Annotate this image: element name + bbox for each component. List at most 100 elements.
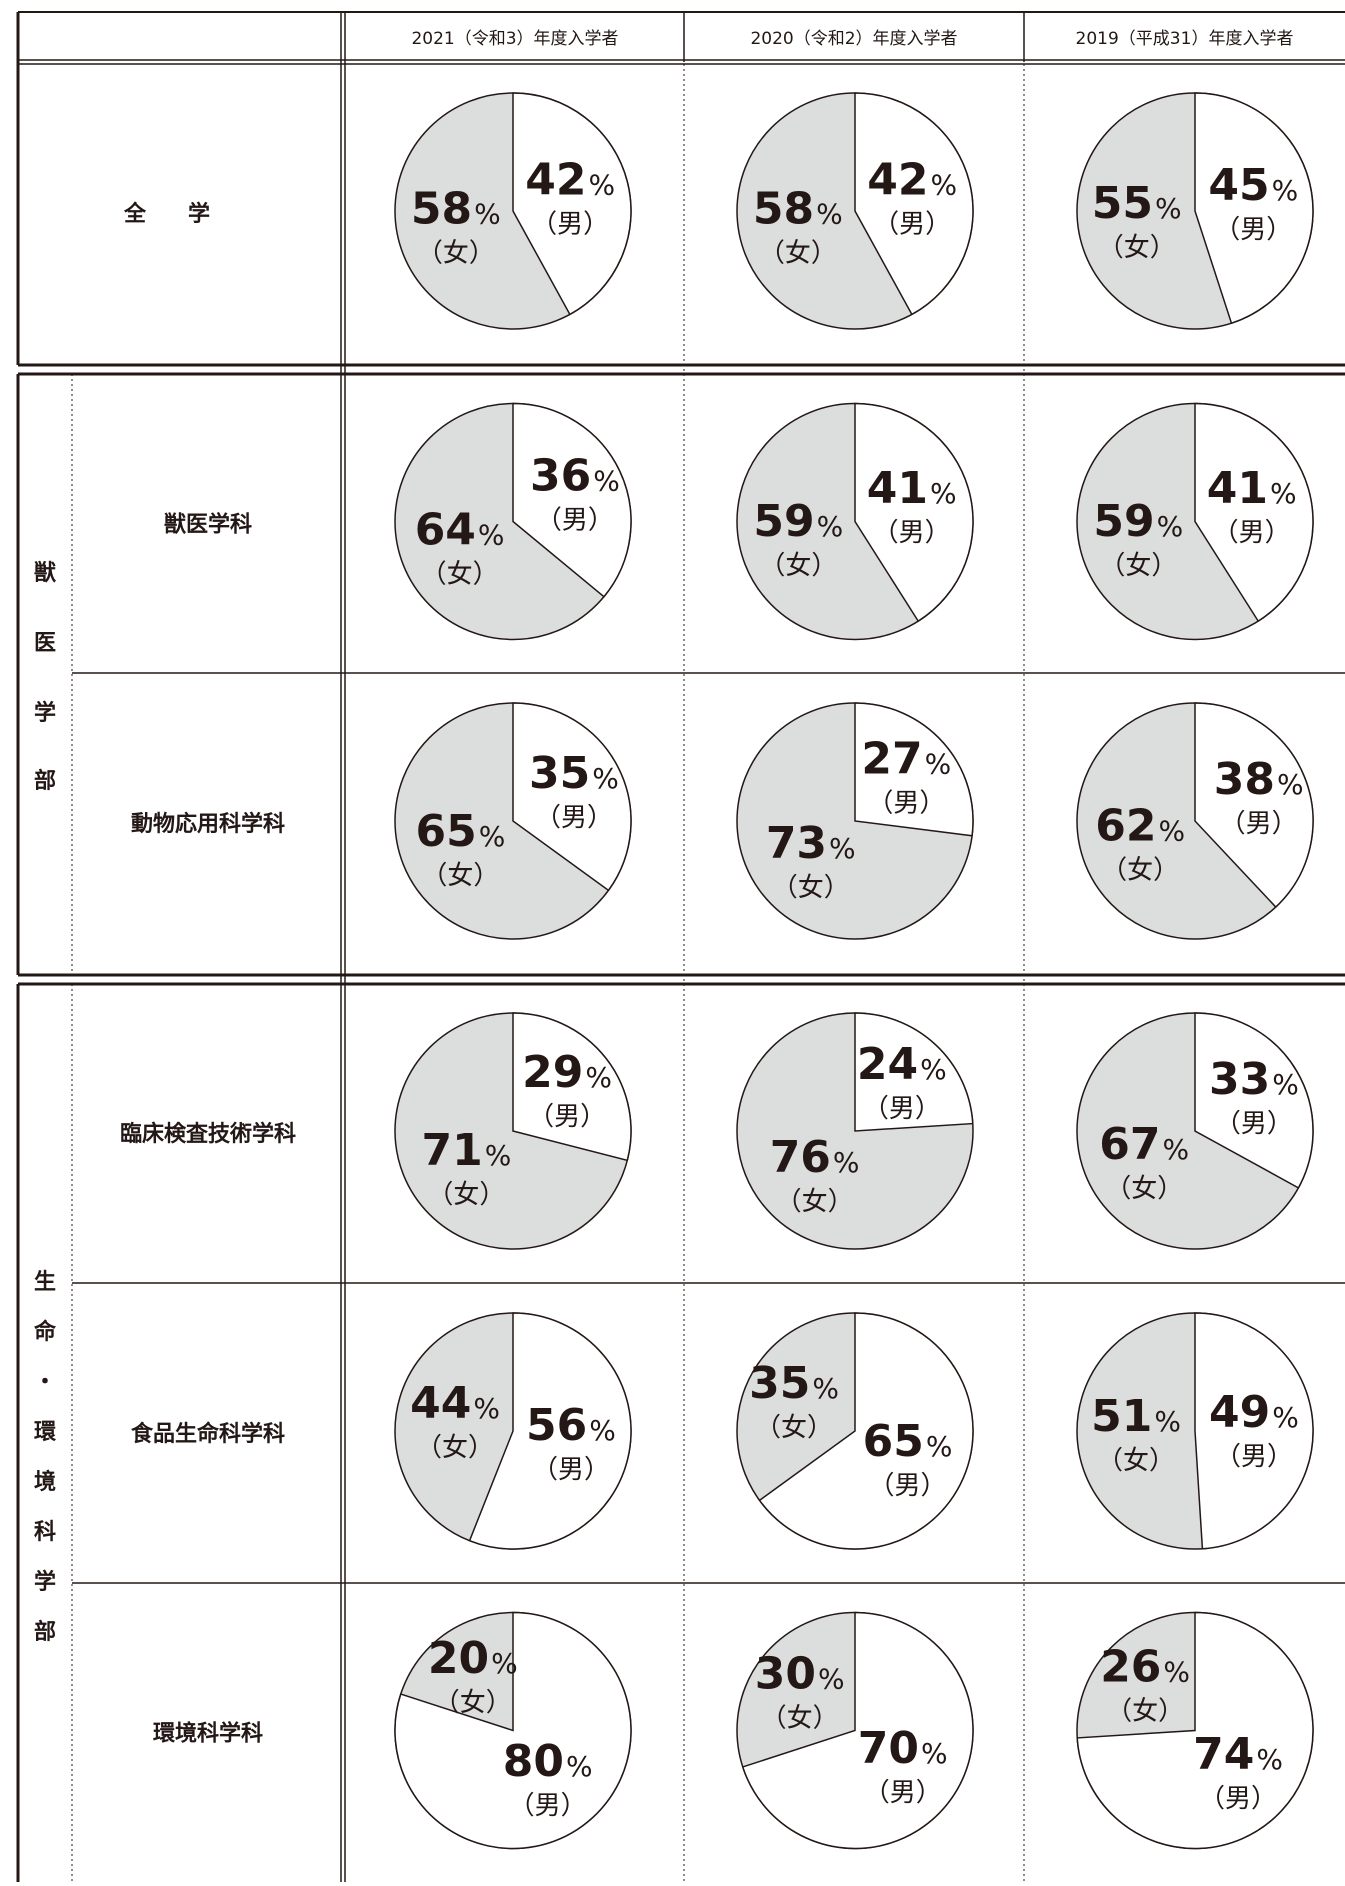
male-gender-label: （男） — [869, 1471, 947, 1501]
male-gender-label: （男） — [528, 1102, 606, 1132]
group-label-char: ・ — [34, 1370, 56, 1395]
female-percent-label: 44% — [410, 1378, 500, 1429]
male-gender-label: （男） — [1215, 1442, 1293, 1472]
department-name: 食品生命科学科 — [131, 1421, 285, 1447]
female-gender-label: （女） — [421, 861, 499, 891]
male-percent-label: 38% — [1214, 754, 1304, 805]
group-label-char: 境 — [34, 1469, 56, 1495]
department-name: 環境科学科 — [153, 1721, 263, 1747]
female-gender-label: （女） — [416, 1433, 494, 1463]
male-slice — [468, 1312, 632, 1550]
female-percent-label: 59% — [1093, 496, 1183, 547]
male-gender-label: （男） — [532, 1455, 610, 1485]
group-label-char: 学 — [34, 1569, 56, 1595]
female-percent-label: 55% — [1092, 178, 1182, 229]
female-gender-label: （女） — [776, 1187, 854, 1217]
male-gender-label: （男） — [1220, 809, 1298, 839]
female-percent-label: 64% — [415, 505, 505, 556]
male-percent-label: 49% — [1209, 1387, 1299, 1438]
male-slice — [512, 92, 632, 316]
year-header-1: 2021（令和3）年度入学者 — [411, 29, 618, 49]
pie-chart: 41% （男） 59% （女） — [1076, 402, 1314, 641]
pie-chart: 42% （男） 58% （女） — [736, 92, 974, 330]
department-name: 獣医学科 — [164, 512, 252, 538]
male-slice — [854, 402, 974, 623]
male-slice — [854, 92, 974, 316]
male-percent-label: 33% — [1209, 1054, 1299, 1105]
female-gender-label: （女） — [1106, 1697, 1184, 1727]
male-gender-label: （男） — [867, 789, 945, 819]
pie-chart: 41% （男） 59% （女） — [736, 402, 974, 641]
male-slice — [512, 402, 632, 598]
male-slice — [741, 1611, 974, 1850]
male-slice — [854, 702, 974, 837]
male-gender-label: （男） — [535, 803, 613, 833]
group-label-char: 医 — [34, 631, 56, 656]
female-gender-label: （女） — [1101, 856, 1179, 886]
female-percent-label: 65% — [416, 806, 506, 857]
group-label-char: 科 — [34, 1520, 56, 1545]
male-gender-label: （男） — [1213, 518, 1291, 548]
female-percent-label: 73% — [766, 818, 856, 869]
male-slice — [1194, 1012, 1314, 1189]
female-percent-label: 59% — [753, 496, 843, 547]
male-percent-label: 41% — [1207, 463, 1297, 514]
male-slice — [1194, 92, 1314, 325]
male-slice — [1194, 1312, 1314, 1550]
department-name: 動物応用科学科 — [131, 811, 285, 837]
female-gender-label: （女） — [427, 1180, 505, 1210]
department-name: 臨床検査技術学科 — [120, 1121, 296, 1147]
female-gender-label: （女） — [434, 1688, 512, 1718]
female-percent-label: 58% — [753, 184, 843, 235]
male-gender-label: （男） — [864, 1778, 942, 1808]
male-gender-label: （男） — [536, 505, 614, 535]
female-percent-label: 58% — [411, 184, 501, 235]
female-percent-label: 30% — [755, 1648, 845, 1699]
pie-chart: 27% （男） 73% （女） — [736, 702, 974, 940]
department-name: 全 学 — [123, 201, 220, 227]
male-slice — [394, 1611, 632, 1850]
male-gender-label: （男） — [1199, 1784, 1277, 1814]
female-percent-label: 26% — [1100, 1642, 1190, 1693]
male-percent-label: 65% — [863, 1416, 953, 1467]
group-label-char: 命 — [34, 1319, 57, 1345]
male-gender-label: （男） — [873, 209, 951, 239]
male-gender-label: （男） — [1214, 215, 1292, 245]
male-percent-label: 80% — [503, 1736, 593, 1787]
male-percent-label: 42% — [525, 154, 615, 205]
female-gender-label: （女） — [1097, 1446, 1175, 1476]
male-percent-label: 70% — [858, 1723, 948, 1774]
pie-chart: 65% （男） 35% （女） — [736, 1312, 974, 1550]
female-percent-label: 71% — [421, 1125, 511, 1176]
female-gender-label: （女） — [1105, 1174, 1183, 1204]
pie-chart: 35% （男） 65% （女） — [394, 702, 632, 940]
pie-chart: 49% （男） 51% （女） — [1076, 1312, 1314, 1550]
group-label-char: 生 — [34, 1270, 56, 1295]
female-gender-label: （女） — [761, 1703, 839, 1733]
year-header-3: 2019（平成31）年度入学者 — [1076, 29, 1294, 49]
female-gender-label: （女） — [421, 560, 499, 590]
female-percent-label: 76% — [770, 1132, 860, 1183]
male-gender-label: （男） — [531, 209, 609, 239]
female-percent-label: 51% — [1091, 1391, 1181, 1442]
female-gender-label: （女） — [417, 239, 495, 269]
group-label-char: 部 — [34, 768, 56, 794]
male-gender-label: （男） — [1215, 1109, 1293, 1139]
pie-chart: 36% （男） 64% （女） — [394, 402, 632, 641]
male-percent-label: 35% — [529, 748, 619, 799]
male-slice — [512, 702, 632, 892]
pie-chart: 74% （男） 26% （女） — [1076, 1611, 1314, 1850]
male-gender-label: （男） — [863, 1094, 941, 1124]
male-slice — [758, 1312, 974, 1550]
male-percent-label: 42% — [867, 154, 957, 205]
pie-chart: 24% （男）76% （女） — [736, 1012, 974, 1250]
female-percent-label: 35% — [749, 1358, 839, 1409]
male-slice — [1076, 1611, 1314, 1850]
group-label-char: 獣 — [34, 560, 57, 586]
pie-chart: 70% （男） 30% （女） — [736, 1611, 974, 1850]
female-gender-label: （女） — [1099, 551, 1177, 581]
group-label-char: 環 — [34, 1420, 57, 1445]
female-percent-label: 67% — [1099, 1119, 1189, 1170]
female-gender-label: （女） — [1098, 233, 1176, 263]
